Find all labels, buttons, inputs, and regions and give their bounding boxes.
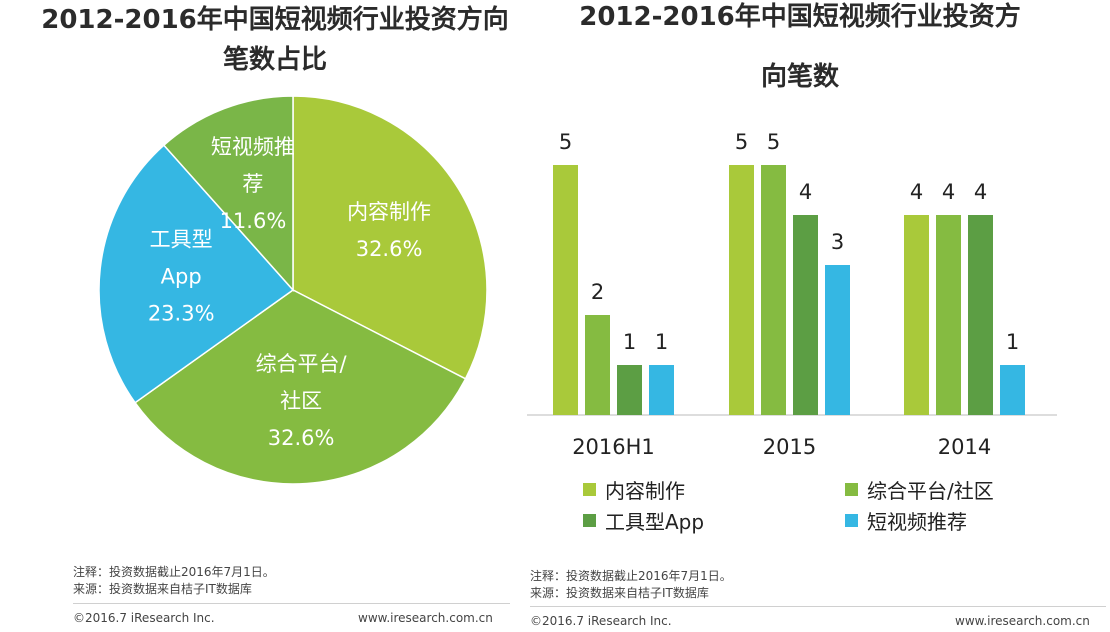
pie-slice-0 [292,95,488,380]
bar-2015-3 [825,265,850,415]
pie-slice-2 [98,144,295,404]
bar-2015-2 [793,215,818,415]
pie-chart-title: 2012-2016年中国短视频行业投资方向 笔数占比 [0,0,550,80]
bar-value-label: 3 [831,230,844,254]
bar-website: www.iresearch.com.cn [955,614,1090,628]
legend-item-tool-app: 工具型App [583,506,704,535]
bar-2016H1-3 [649,365,674,415]
legend-label: 工具型App [605,510,705,534]
pie-slice-3 [162,95,294,292]
bar-title-line1: 2012-2016年中国短视频行业投资方 [579,2,1021,32]
bar-2015-1 [761,165,786,415]
bar-value-label: 5 [559,130,572,154]
pie-category-label: 综合平台/ [256,352,348,376]
pie-value-label: 11.6% [220,209,287,233]
legend-swatch [583,514,596,527]
legend-item-recommend: 短视频推荐 [845,506,967,535]
bar-value-label: 5 [767,130,780,154]
legend-swatch [845,514,858,527]
bar-value-label: 5 [735,130,748,154]
pie-value-label: 32.6% [356,237,423,261]
bar-copyright: ©2016.7 iResearch Inc. [530,614,672,628]
bar-category-label: 2016H1 [572,435,655,459]
bar-2016H1-1 [585,315,610,415]
pie-category-label: 荐 [242,172,263,196]
bar-2014-1 [936,215,961,415]
pie-slice-1 [134,289,467,485]
bar-value-label: 1 [655,330,668,354]
pie-category-label: App [161,264,202,288]
bar-note: 注释：投资数据截止2016年7月1日。 [530,569,732,583]
legend-label: 综合平台/社区 [867,479,994,503]
bar-value-label: 4 [910,180,923,204]
pie-website: www.iresearch.com.cn [358,611,493,625]
legend-label: 短视频推荐 [867,510,967,534]
pie-source: 来源：投资数据来自桔子IT数据库 [73,582,252,596]
legend-item-platform: 综合平台/社区 [845,475,994,504]
bar-category-label: 2015 [763,435,816,459]
bar-2016H1-2 [617,365,642,415]
pie-copyright: ©2016.7 iResearch Inc. [73,611,215,625]
pie-category-label: 内容制作 [347,200,431,224]
pie-value-label: 23.3% [148,301,215,325]
bar-value-label: 4 [942,180,955,204]
bar-title-line2: 向笔数 [760,62,839,92]
pie-value-label: 32.6% [268,426,335,450]
bar-value-label: 4 [974,180,987,204]
pie-note: 注释：投资数据截止2016年7月1日。 [73,565,275,579]
pie-title-line2: 笔数占比 [222,45,327,75]
pie-category-label: 短视频推 [211,135,295,159]
legend-label: 内容制作 [605,479,685,503]
bar-value-label: 2 [591,280,604,304]
bar-chart-title: 2012-2016年中国短视频行业投资方 向笔数 [555,0,1045,94]
pie-category-label: 工具型 [150,227,213,251]
bar-footer-divider [530,606,1106,607]
pie-title-line1: 2012-2016年中国短视频行业投资方向 [41,5,509,35]
legend-swatch [583,483,596,496]
bar-2015-0 [729,165,754,415]
bar-category-label: 2014 [938,435,991,459]
bar-footnotes: 注释：投资数据截止2016年7月1日。 来源：投资数据来自桔子IT数据库 [530,568,732,602]
bar-2016H1-0 [553,165,578,415]
bar-value-label: 1 [623,330,636,354]
pie-footnotes: 注释：投资数据截止2016年7月1日。 来源：投资数据来自桔子IT数据库 [73,564,275,598]
legend-swatch [845,483,858,496]
legend-item-content: 内容制作 [583,475,685,504]
bar-source: 来源：投资数据来自桔子IT数据库 [530,586,709,600]
bar-2014-3 [1000,365,1025,415]
bar-2014-0 [904,215,929,415]
pie-category-label: 社区 [280,389,322,413]
bar-2014-2 [968,215,993,415]
bar-value-label: 1 [1006,330,1019,354]
pie-footer-divider [73,603,510,604]
bar-value-label: 4 [799,180,812,204]
